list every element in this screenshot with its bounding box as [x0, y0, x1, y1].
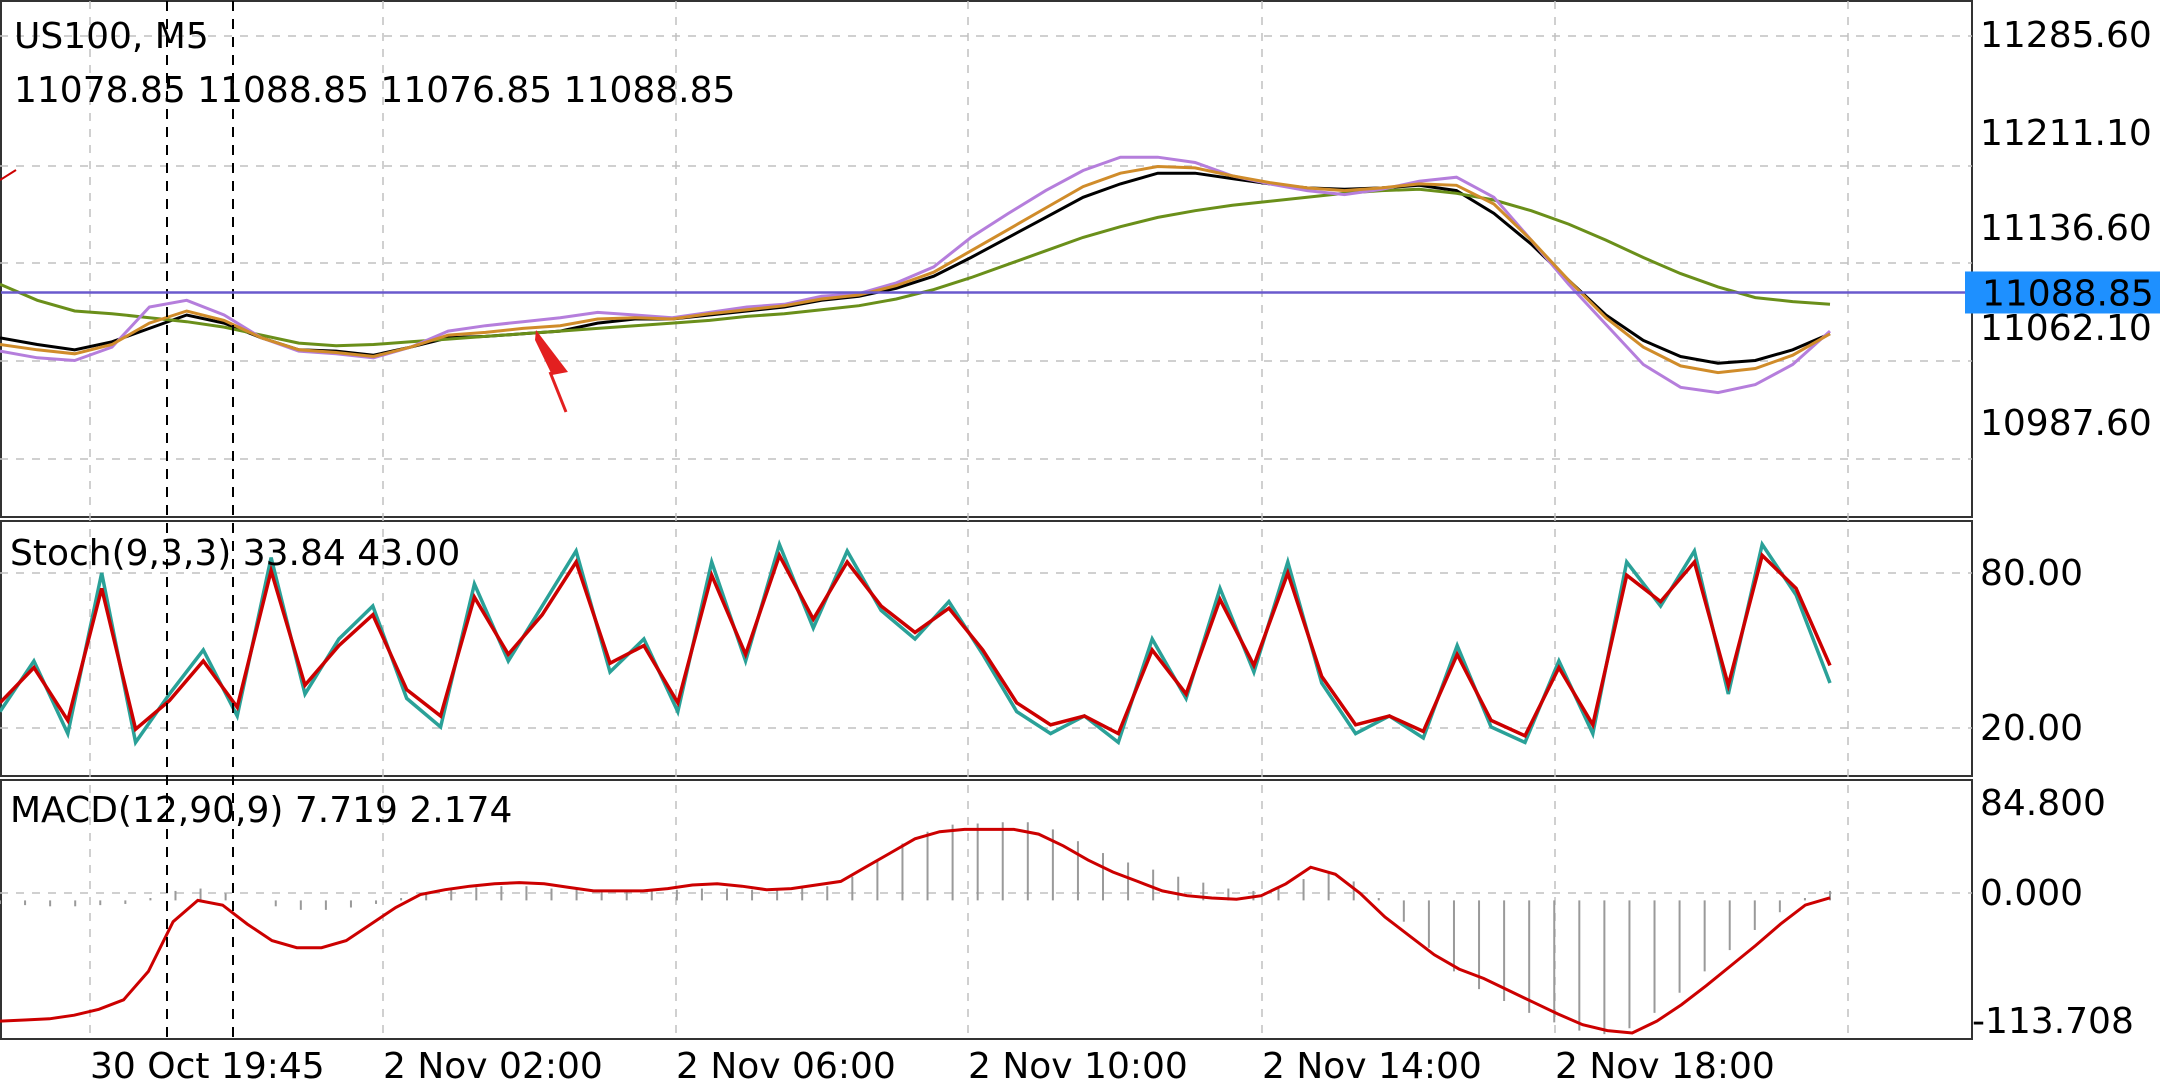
stoch-title: Stoch(9,3,3) 33.84 43.00: [10, 533, 460, 574]
grid-lines: [0, 1, 1972, 1040]
current-price-label: 11088.85: [1982, 273, 2154, 314]
macd-title: MACD(12,90,9) 7.719 2.174: [10, 790, 512, 831]
stochastic-series-line: [0, 551, 1832, 739]
price-series-line: [0, 187, 1831, 348]
macd-panel[interactable]: [0, 779, 1973, 1040]
price-tick: 11136.60: [1980, 208, 2152, 249]
arrow-marker-tail: [548, 371, 568, 413]
time-tick: 2 Nov 10:00: [968, 1046, 1188, 1080]
current-price-tag: [1965, 271, 2160, 314]
stoch-tick: 20.00: [1980, 708, 2083, 749]
time-tick: 2 Nov 06:00: [676, 1046, 896, 1080]
price-tick: 11211.10: [1980, 113, 2152, 154]
stoch-tick: 80.00: [1980, 553, 2083, 594]
macd-tick: -113.708: [1972, 1001, 2134, 1042]
time-tick: 2 Nov 02:00: [383, 1046, 603, 1080]
chart-marks: [0, 155, 1832, 1035]
price-series-line: [0, 164, 1831, 375]
price-tick: 11285.60: [1980, 15, 2152, 56]
stoch-panel[interactable]: [0, 520, 1973, 777]
arrow-marker-icon: [535, 330, 568, 375]
stochastic-series-line: [0, 539, 1832, 747]
price-tick: 11062.10: [1980, 308, 2152, 349]
time-tick: 2 Nov 18:00: [1555, 1046, 1775, 1080]
macd-tick: 84.800: [1980, 783, 2106, 824]
time-tick: 30 Oct 19:45: [90, 1046, 325, 1080]
price-tick: 10987.60: [1980, 403, 2152, 444]
macd-signal-line: [0, 827, 1831, 1035]
time-tick: 2 Nov 14:00: [1262, 1046, 1482, 1080]
ohlc-values: 11078.85 11088.85 11076.85 11088.85: [14, 70, 735, 111]
trade-mark-line: [0, 169, 17, 181]
macd-tick: 0.000: [1980, 873, 2083, 914]
symbol-title: US100, M5: [14, 16, 209, 57]
